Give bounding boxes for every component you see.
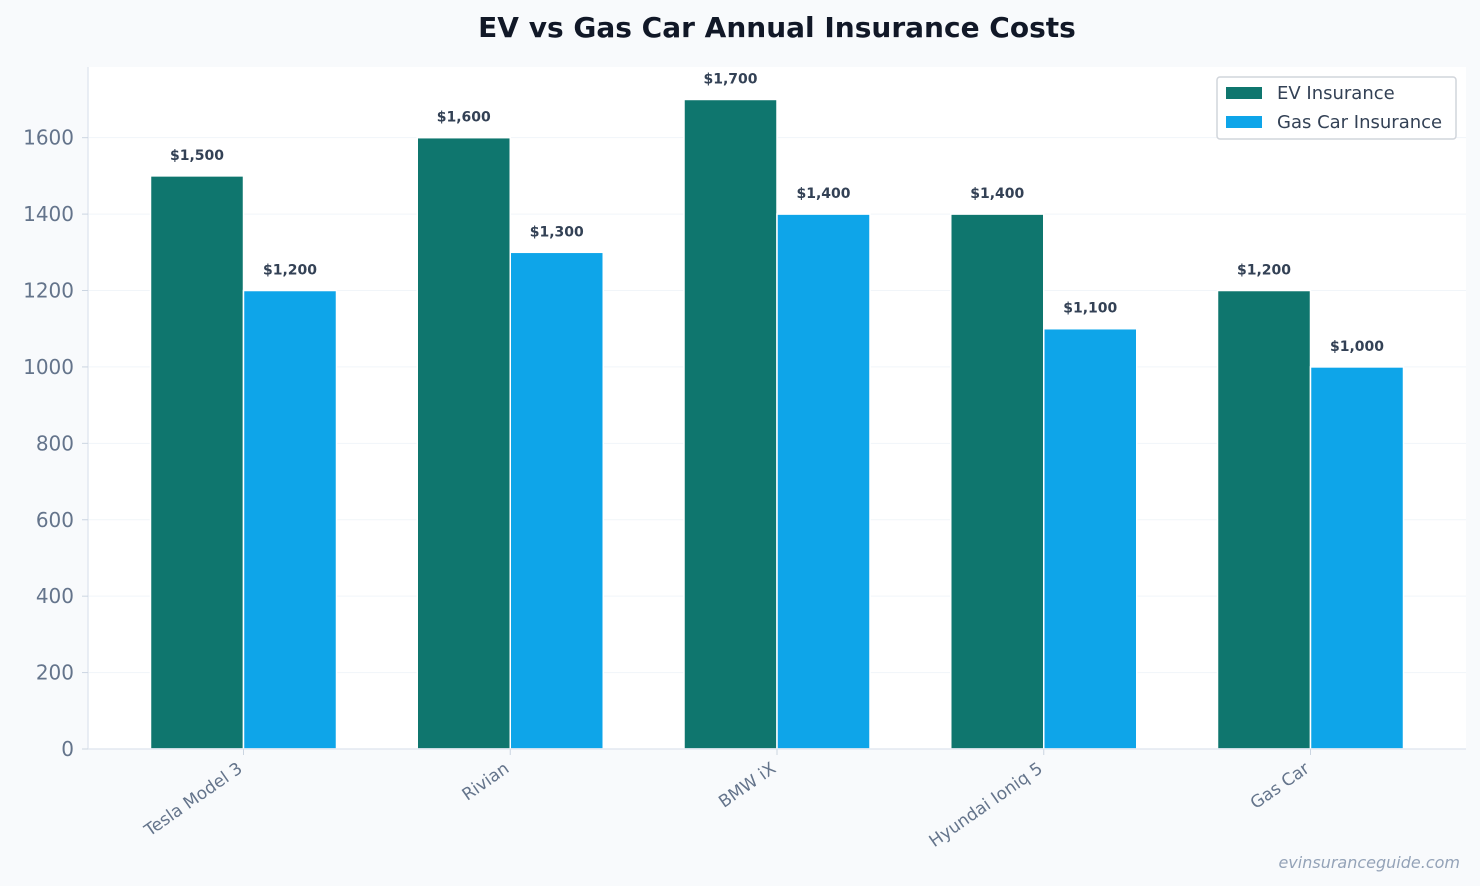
data-label: $1,200: [263, 263, 317, 279]
bar-ev: [950, 213, 1045, 750]
bar-ev: [149, 175, 245, 750]
data-label: $1,000: [1330, 339, 1384, 355]
chart-title: EV vs Gas Car Annual Insurance Costs: [478, 11, 1076, 44]
y-ticks: 0 200 400 600 800 1000 1200 1400 1600: [23, 126, 88, 761]
y-tick-label: 1200: [23, 279, 74, 303]
bars: [149, 98, 1405, 750]
y-tick-label: 200: [36, 661, 74, 685]
bar-gas: [776, 213, 871, 750]
x-tick-label: Rivian: [459, 759, 513, 806]
data-label: $1,300: [530, 224, 584, 240]
y-tick-label: 1400: [23, 202, 74, 226]
legend: EV Insurance Gas Car Insurance: [1216, 76, 1457, 140]
data-label: $1,400: [970, 186, 1024, 202]
legend-swatch-gas: [1226, 116, 1262, 128]
bar-ev: [683, 98, 778, 750]
data-label: $1,600: [437, 110, 491, 126]
x-tick-label: Tesla Model 3: [140, 759, 246, 842]
legend-box: [1216, 76, 1457, 140]
legend-label-ev: EV Insurance: [1277, 83, 1395, 104]
bar-gas: [509, 251, 604, 750]
data-label: $1,500: [170, 148, 224, 164]
legend-swatch-ev: [1226, 87, 1262, 99]
bar-gas: [1309, 366, 1405, 750]
data-label: $1,200: [1237, 263, 1291, 279]
x-ticks: Tesla Model 3 Rivian BMW iX Hyundai Ioniq 5…: [140, 749, 1313, 852]
bar-gas: [1043, 327, 1138, 750]
x-tick-label: Gas Car: [1247, 759, 1313, 814]
y-tick-label: 0: [61, 737, 74, 761]
data-label: $1,400: [796, 186, 850, 202]
data-label: $1,100: [1063, 301, 1117, 317]
bar-ev: [416, 136, 511, 750]
x-tick-label: BMW iX: [715, 759, 780, 813]
y-tick-label: 1000: [23, 355, 74, 379]
bar-gas: [242, 289, 338, 750]
legend-label-gas: Gas Car Insurance: [1277, 112, 1442, 133]
y-tick-label: 800: [36, 431, 74, 455]
data-labels: $1,500 $1,200 $1,600 $1,300 $1,700 $1,400 $1,4…: [170, 71, 1384, 354]
y-tick-label: 600: [36, 508, 74, 532]
source-watermark: evinsuranceguide.com: [1278, 853, 1460, 872]
data-label: $1,700: [703, 71, 757, 87]
y-tick-label: 400: [36, 584, 74, 608]
x-tick-label: Hyundai Ioniq 5: [926, 759, 1047, 852]
bar-ev: [1216, 289, 1312, 750]
y-tick-label: 1600: [23, 126, 74, 150]
